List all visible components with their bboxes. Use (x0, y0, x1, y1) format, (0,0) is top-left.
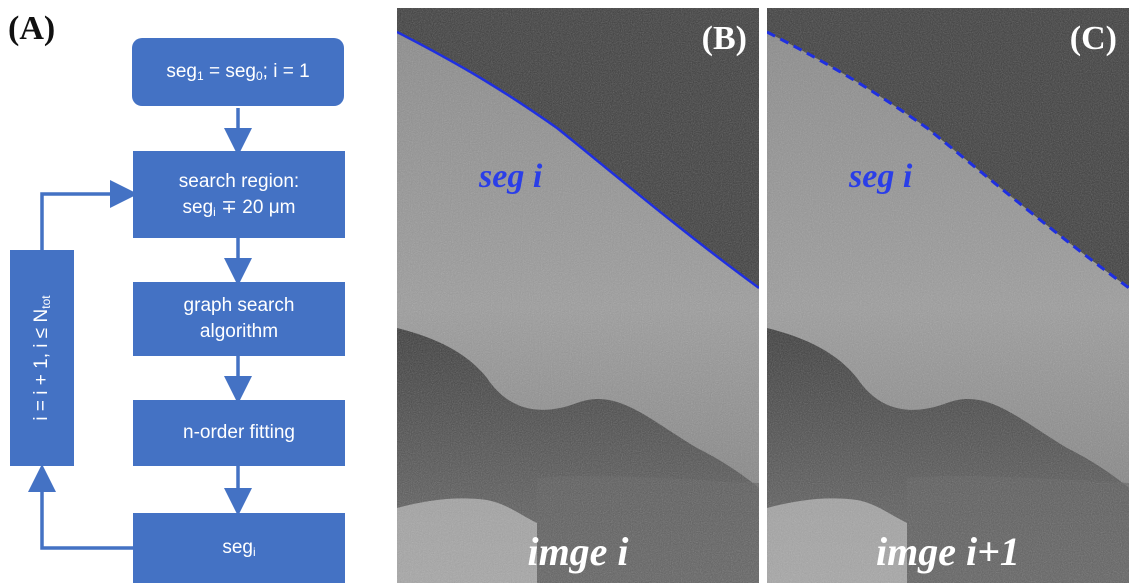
arrow-loop-to-search (40, 180, 138, 250)
graph-search-line1: graph search (183, 295, 295, 317)
search-region-line1: search region: (178, 170, 300, 192)
graph-search-line2: algorithm (199, 321, 279, 342)
arrow-seg-to-loop (28, 464, 133, 550)
panel-b-seg-label: seg i (479, 158, 543, 195)
seg-output-box: segi (133, 513, 345, 583)
panel-b-segmentation-line (397, 30, 759, 290)
graph-search-box: graph search algorithm (133, 282, 345, 356)
panel-c-letter: (C) (1069, 20, 1117, 57)
panel-c-image: (C) seg i imge i+1 (767, 8, 1129, 583)
loop-counter-text: i = i + 1, i ≤ Ntot (31, 295, 53, 421)
panel-b-image-label: imge i (527, 529, 629, 574)
panel-b-image: (B) seg i imge i (397, 8, 759, 583)
panel-c-segmentation-line (767, 30, 1129, 290)
panel-c-seg-label: seg i (849, 158, 913, 195)
panel-c-image-label: imge i+1 (876, 529, 1020, 574)
panel-b-letter: (B) (701, 20, 747, 57)
start-box: seg1 = seg0; i = 1 (132, 38, 344, 106)
search-region-line2: segi ∓ 20 μm (182, 196, 296, 219)
start-box-text: seg1 = seg0; i = 1 (166, 61, 310, 84)
loop-counter-box: i = i + 1, i ≤ Ntot (10, 250, 74, 466)
seg-output-text: segi (222, 537, 256, 560)
fitting-box: n-order fitting (133, 400, 345, 466)
fitting-text: n-order fitting (183, 422, 295, 444)
flow-arrows (28, 108, 252, 550)
panel-a-letter: (A) (8, 10, 56, 47)
search-region-box: search region: segi ∓ 20 μm (133, 151, 345, 238)
